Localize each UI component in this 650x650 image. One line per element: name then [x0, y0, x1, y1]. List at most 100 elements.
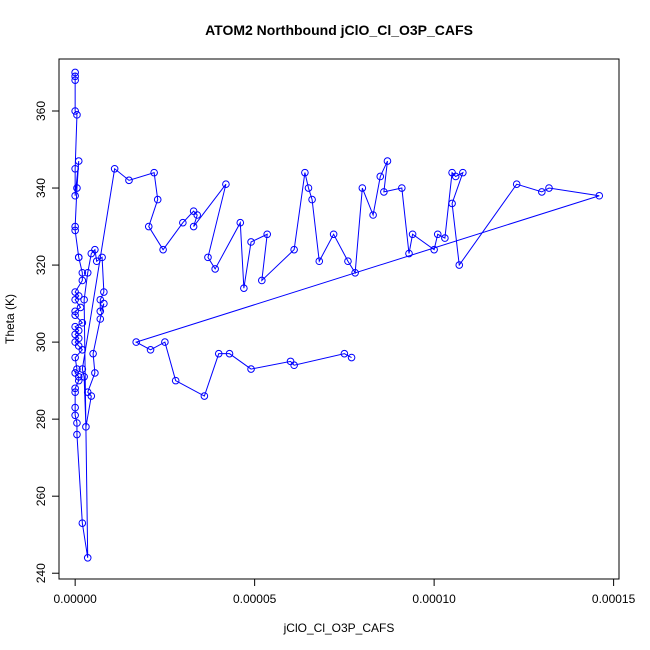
data-point — [74, 253, 83, 262]
data-point — [71, 295, 79, 304]
y-axis: 240 260 280 300 320 340 360 — [34, 101, 60, 583]
data-point — [91, 245, 99, 254]
data-point — [236, 218, 245, 227]
data-point — [258, 276, 266, 285]
x-tick-label: 0.00015 — [592, 592, 636, 606]
data-point — [538, 188, 546, 196]
x-tick-label: 0.00010 — [412, 592, 456, 606]
data-point — [80, 372, 88, 381]
plot-area — [71, 68, 604, 562]
data-point — [71, 226, 79, 235]
data-point — [89, 349, 97, 358]
data-point — [189, 222, 198, 231]
data-point — [369, 211, 377, 219]
data-point — [80, 295, 88, 304]
chart-title: ATOM2 Northbound jClO_Cl_O3P_CAFS — [205, 22, 473, 38]
data-point — [71, 388, 79, 396]
data-point — [83, 268, 92, 277]
data-point — [98, 253, 106, 262]
y-tick-label: 320 — [34, 255, 48, 275]
data-point — [430, 245, 438, 254]
data-point — [71, 384, 79, 393]
data-point — [179, 218, 187, 227]
data-point — [308, 195, 316, 204]
data-point — [78, 365, 87, 373]
data-point — [263, 230, 272, 239]
y-tick-label: 240 — [34, 563, 48, 583]
data-point — [545, 184, 553, 192]
data-point — [351, 268, 359, 277]
data-point — [459, 168, 467, 177]
data-point — [96, 307, 105, 316]
data-point — [71, 107, 79, 115]
data-point — [83, 554, 92, 562]
data-point — [329, 230, 338, 239]
y-tick-label: 280 — [34, 409, 48, 429]
data-point — [100, 288, 108, 296]
data-point — [78, 519, 87, 527]
y-axis-label: Theta (K) — [3, 294, 17, 344]
data-point — [290, 361, 298, 370]
data-point — [408, 230, 417, 239]
data-point — [71, 307, 79, 316]
data-point — [92, 257, 101, 266]
data-point — [71, 353, 79, 362]
data-point — [448, 199, 456, 208]
data-point — [159, 245, 167, 254]
data-point — [78, 276, 87, 285]
data-point — [73, 184, 81, 192]
data-point — [82, 423, 90, 431]
data-point — [171, 376, 180, 385]
data-point — [240, 284, 248, 292]
data-point — [100, 299, 108, 308]
data-point — [144, 222, 153, 231]
data-point — [71, 311, 79, 319]
data-point — [146, 346, 155, 354]
data-point — [433, 230, 442, 239]
data-point — [71, 222, 79, 231]
data-point — [132, 338, 140, 346]
data-point — [74, 372, 83, 381]
y-tick-label: 300 — [34, 332, 48, 352]
data-point — [73, 419, 81, 427]
data-point — [73, 365, 81, 373]
data-point — [398, 184, 406, 192]
data-point — [71, 411, 79, 420]
data-point — [451, 172, 460, 181]
data-point — [71, 68, 79, 77]
data-point — [78, 319, 87, 327]
data-point — [87, 392, 96, 400]
data-point — [340, 349, 349, 358]
data-point — [71, 191, 79, 200]
data-point — [73, 430, 81, 439]
data-point — [595, 191, 604, 200]
data-point — [73, 111, 81, 119]
data-point — [204, 253, 212, 262]
data-point — [71, 72, 79, 81]
data-point — [290, 245, 298, 254]
y-tick-label: 360 — [34, 101, 48, 121]
data-point — [150, 168, 158, 177]
data-point — [315, 257, 324, 266]
data-point — [214, 349, 223, 358]
data-point — [200, 392, 209, 400]
data-point — [96, 315, 105, 323]
data-point — [455, 261, 464, 269]
data-point — [71, 403, 79, 412]
data-point — [301, 168, 309, 177]
data-point — [91, 369, 99, 377]
data-point — [193, 211, 202, 219]
data-point — [247, 365, 255, 373]
data-point — [71, 164, 79, 173]
data-point — [247, 238, 255, 246]
data-point — [74, 157, 83, 165]
data-point — [380, 188, 388, 196]
data-point — [304, 184, 313, 192]
data-point — [78, 346, 87, 354]
x-axis: 0.00000 0.00005 0.00010 0.00015 — [53, 578, 636, 606]
plot-frame — [58, 58, 620, 580]
data-point — [441, 234, 449, 242]
data-point — [71, 76, 79, 84]
data-point — [153, 195, 162, 204]
y-tick-label: 260 — [34, 486, 48, 506]
